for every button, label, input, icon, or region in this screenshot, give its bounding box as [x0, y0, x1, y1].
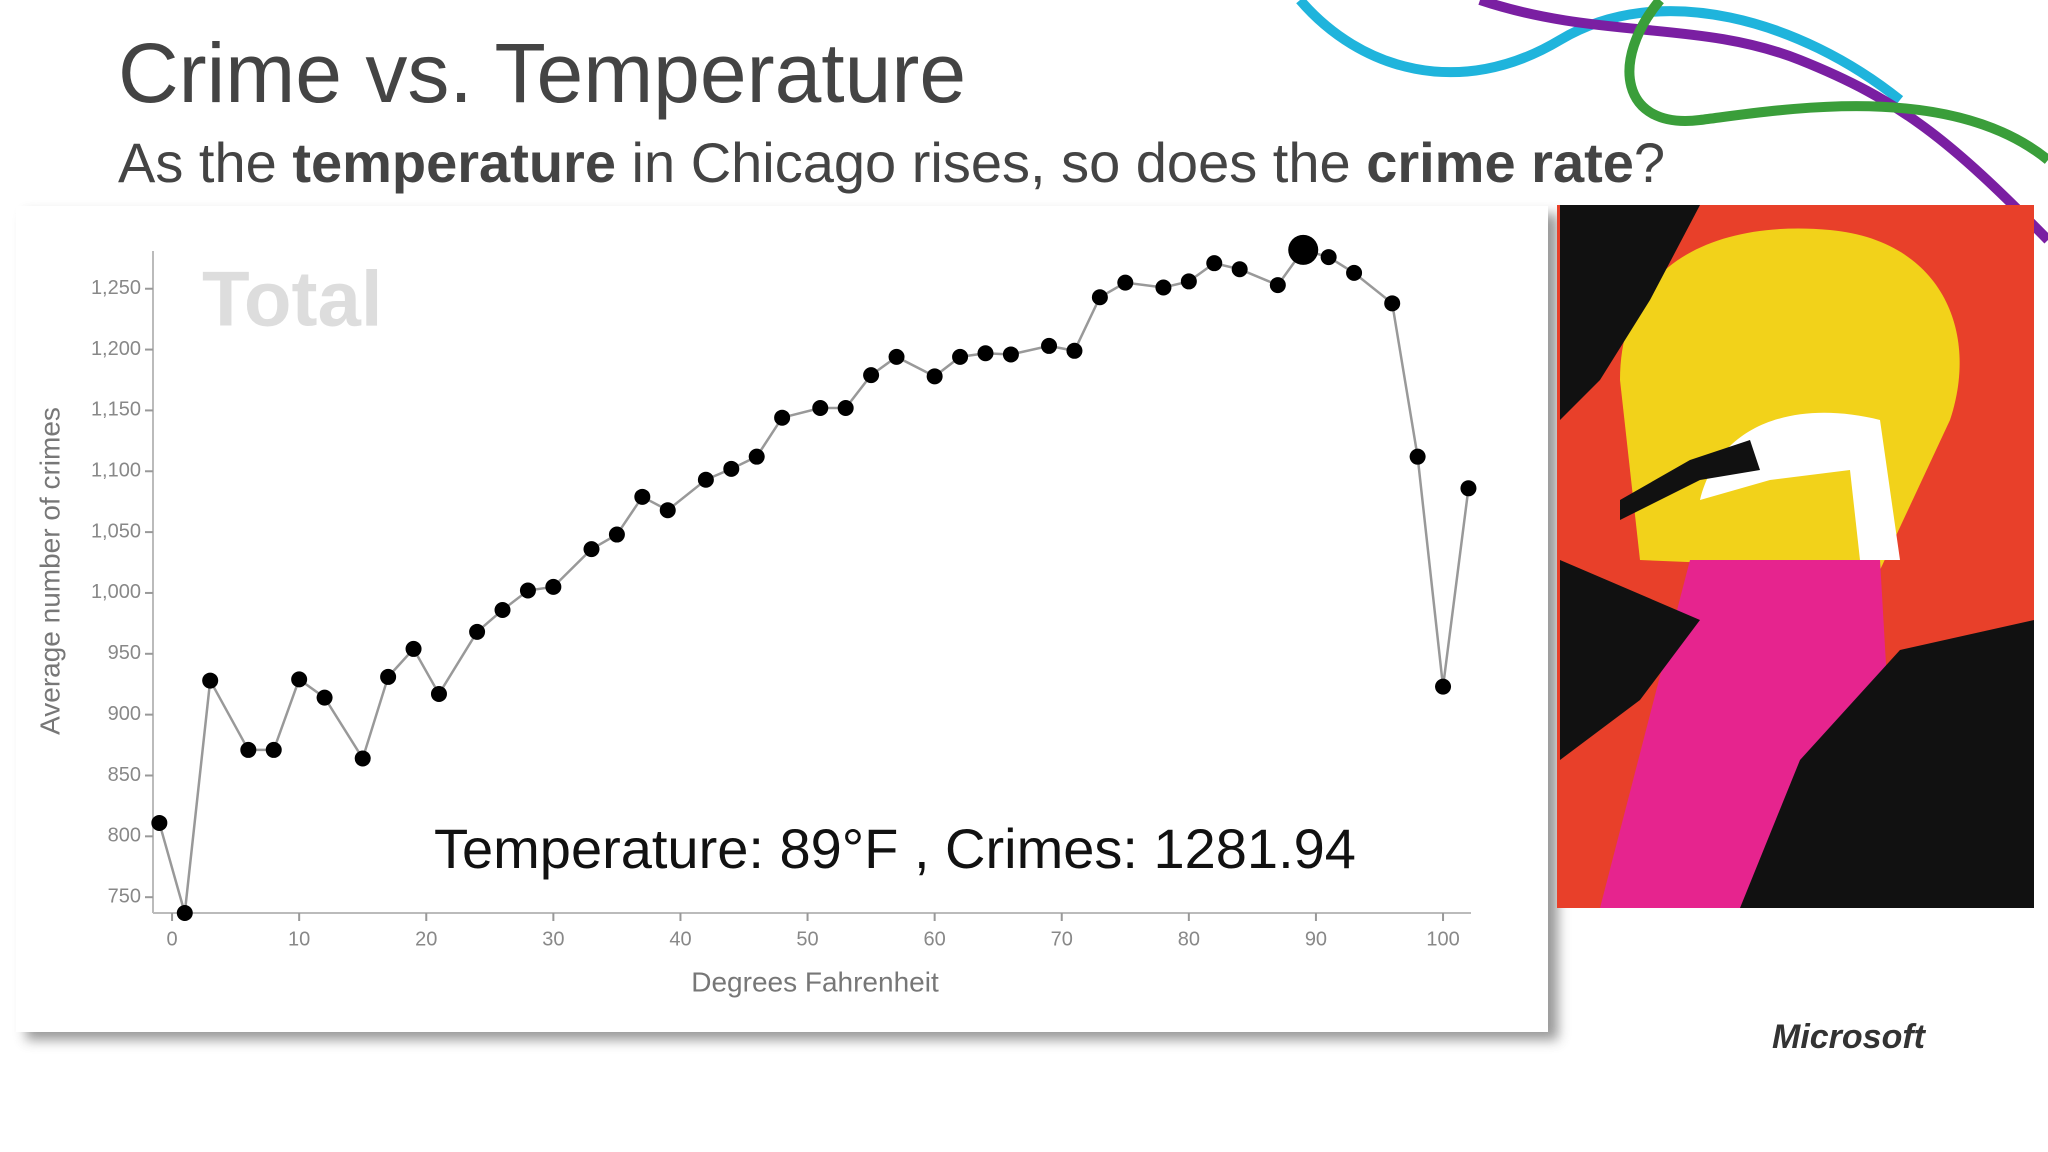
- data-point: [583, 541, 600, 558]
- data-point: [659, 502, 676, 519]
- data-point: [977, 345, 994, 362]
- y-tick-label: 850: [108, 764, 141, 786]
- hover-annotation: Temperature: 89°F , Crimes: 1281.94: [434, 817, 1356, 880]
- x-tick-label: 10: [288, 928, 310, 950]
- data-point: [1320, 249, 1337, 266]
- data-point: [1231, 261, 1248, 278]
- highlighted-point: [1288, 234, 1319, 265]
- data-point: [952, 348, 969, 365]
- data-point: [837, 399, 854, 416]
- data-point: [202, 672, 219, 689]
- y-tick-label: 900: [108, 703, 141, 725]
- data-point: [1117, 274, 1134, 291]
- x-tick-label: 40: [669, 928, 691, 950]
- data-point: [1180, 273, 1197, 290]
- data-point: [151, 814, 168, 831]
- data-point: [608, 526, 625, 543]
- data-point: [926, 368, 943, 385]
- y-tick-label: 1,200: [91, 338, 141, 360]
- y-tick-label: 1,150: [91, 399, 141, 421]
- data-point: [863, 367, 880, 384]
- data-point: [494, 601, 511, 618]
- x-tick-label: 100: [1426, 928, 1459, 950]
- data-point: [291, 671, 308, 688]
- data-point: [354, 750, 371, 767]
- y-tick-label: 750: [108, 885, 141, 907]
- data-point: [240, 741, 257, 758]
- data-point: [1384, 295, 1401, 312]
- subtitle-part: in Chicago rises, so does the: [616, 131, 1366, 194]
- data-point: [1206, 255, 1223, 272]
- data-point: [1346, 264, 1363, 281]
- data-point: [1269, 277, 1286, 294]
- data-point: [469, 623, 486, 640]
- chart-panel: [16, 206, 1548, 1032]
- subtitle-part: temperature: [292, 131, 616, 194]
- illustration: [1557, 205, 2034, 908]
- data-point: [430, 685, 447, 702]
- x-tick-label: 90: [1305, 928, 1327, 950]
- data-point: [405, 640, 422, 657]
- data-point: [697, 471, 714, 488]
- data-point: [1091, 289, 1108, 306]
- y-tick-label: 1,000: [91, 581, 141, 603]
- data-point: [265, 741, 282, 758]
- y-tick-label: 1,100: [91, 460, 141, 482]
- slide-title: Crime vs. Temperature: [118, 26, 966, 120]
- y-tick-label: 800: [108, 825, 141, 847]
- data-point: [1409, 448, 1426, 465]
- y-tick-label: 1,250: [91, 277, 141, 299]
- chart-watermark: Total: [202, 255, 383, 343]
- plot: 7508008509009501,0001,0501,1001,1501,200…: [91, 234, 1477, 950]
- subtitle-part: ?: [1634, 131, 1665, 194]
- logo: Microsoft: [1772, 1018, 1927, 1056]
- data-point: [774, 409, 791, 426]
- x-tick-label: 50: [796, 928, 818, 950]
- data-point: [1435, 678, 1452, 695]
- x-tick-label: 80: [1178, 928, 1200, 950]
- data-point: [1002, 346, 1019, 363]
- data-point: [634, 488, 651, 505]
- data-point: [888, 348, 905, 365]
- data-point: [545, 578, 562, 595]
- data-point: [316, 689, 333, 706]
- data-point: [1155, 279, 1172, 296]
- data-point: [380, 668, 397, 685]
- data-point: [1041, 337, 1058, 354]
- data-point: [1460, 480, 1477, 497]
- ribbons: [1296, 0, 2048, 244]
- x-tick-label: 20: [415, 928, 437, 950]
- subtitle-part: crime rate: [1366, 131, 1634, 194]
- data-point: [176, 905, 193, 921]
- x-tick-label: 60: [924, 928, 946, 950]
- y-tick-label: 950: [108, 642, 141, 664]
- data-point: [1066, 342, 1083, 359]
- x-tick-label: 30: [542, 928, 564, 950]
- y-axis-label: Average number of crimes: [34, 407, 65, 735]
- y-tick-label: 1,050: [91, 520, 141, 542]
- subtitle-part: As the: [118, 131, 292, 194]
- slide-subtitle: As the temperature in Chicago rises, so …: [118, 131, 1665, 194]
- x-tick-label: 0: [167, 928, 178, 950]
- x-tick-label: 70: [1051, 928, 1073, 950]
- x-axis-label: Degrees Fahrenheit: [691, 966, 939, 997]
- data-point: [519, 582, 536, 599]
- data-point: [812, 399, 829, 416]
- data-point: [748, 448, 765, 465]
- data-point: [723, 460, 740, 477]
